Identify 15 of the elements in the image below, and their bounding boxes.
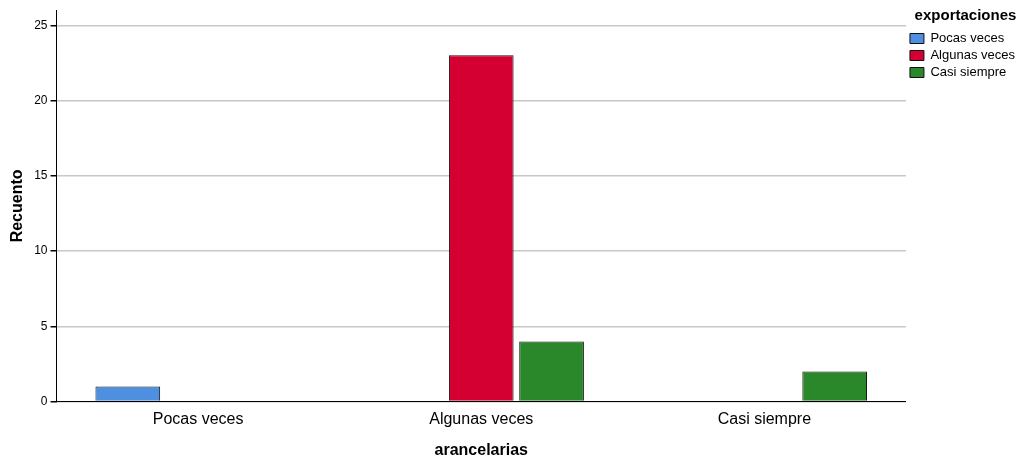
x-axis-title: arancelarias xyxy=(434,440,529,458)
y-tick-label: 5 xyxy=(40,318,48,333)
y-tick-label: 20 xyxy=(34,92,48,107)
x-tick-label: Pocas veces xyxy=(152,409,244,427)
y-tick-label: 10 xyxy=(34,243,48,258)
x-tick-label: Casi siempre xyxy=(717,409,812,427)
legend-title: exportaciones xyxy=(914,5,1017,23)
y-axis-title: Recuento xyxy=(8,169,26,243)
legend-label: Pocas veces xyxy=(930,30,1005,46)
legend-label: Algunas veces xyxy=(930,47,1016,63)
x-tick-label: Algunas veces xyxy=(429,409,534,427)
y-tick-label: 25 xyxy=(34,17,48,32)
y-tick-label: 15 xyxy=(34,168,48,183)
y-tick-label: 0 xyxy=(40,393,48,408)
legend-label: Casi siempre xyxy=(930,64,1007,80)
